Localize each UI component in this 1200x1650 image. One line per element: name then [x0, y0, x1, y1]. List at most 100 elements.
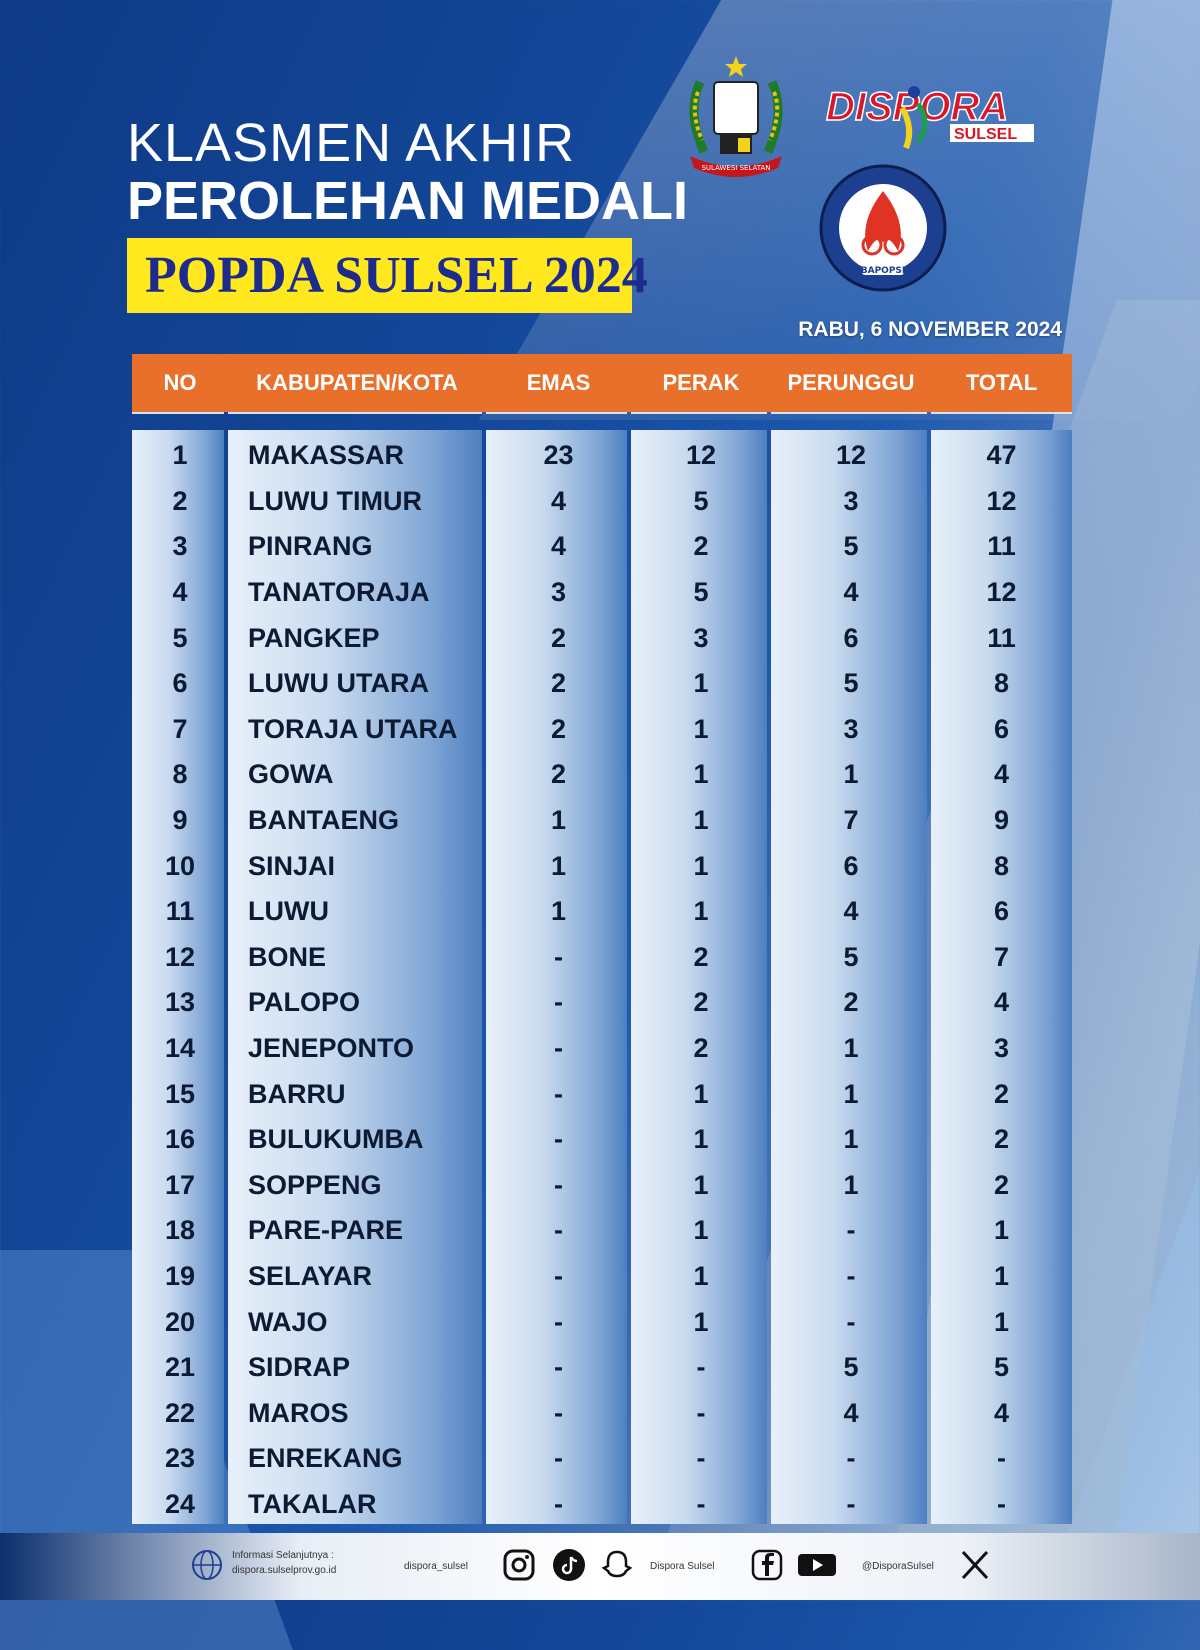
footer-ig-handle[interactable]: dispora_sulsel: [404, 1561, 468, 1572]
snapchat-icon[interactable]: [600, 1548, 634, 1582]
silver-cell: 1: [693, 668, 709, 699]
region-cell: JENEPONTO: [248, 1033, 415, 1064]
total-cell: 4: [993, 987, 1010, 1018]
total-cell: 4: [993, 759, 1010, 790]
region-cell: ENREKANG: [248, 1443, 403, 1474]
footer-info-label: Informasi Selanjutnya :: [232, 1550, 334, 1561]
medal-table-rows: 1 MAKASSAR 23 12 12 47 2 LUWU TIMUR 4 5 3 12 3 PINRAN…: [132, 433, 1072, 1527]
gold-cell: 1: [550, 805, 567, 836]
region-cell: MAROS: [248, 1397, 349, 1428]
date-label: RABU, 6 NOVEMBER 2024: [798, 318, 1062, 341]
total-cell: 1: [993, 1306, 1010, 1337]
region-cell: LUWU UTARA: [248, 668, 429, 699]
table-row: 22 MAROS - - 4 4: [132, 1390, 1072, 1436]
total-cell: 6: [993, 713, 1010, 744]
bronze-cell: 1: [843, 759, 859, 790]
gold-cell: -: [554, 1215, 563, 1246]
col-header-total: TOTAL: [965, 370, 1038, 395]
gold-cell: 4: [550, 531, 567, 562]
footer-website[interactable]: dispora.sulselprov.go.id: [232, 1565, 337, 1576]
table-row: 13 PALOPO - 2 2 4: [132, 980, 1072, 1026]
footer-fb-yt-name[interactable]: Dispora Sulsel: [650, 1561, 715, 1572]
region-cell: LUWU: [248, 896, 329, 927]
region-cell: MAKASSAR: [248, 440, 405, 471]
rank-cell: 3: [172, 531, 188, 562]
region-cell: GOWA: [248, 759, 334, 790]
x-twitter-icon[interactable]: [958, 1548, 992, 1582]
gold-cell: -: [554, 987, 563, 1018]
tiktok-icon[interactable]: [552, 1548, 586, 1582]
gold-cell: -: [554, 1488, 563, 1519]
table-row: 17 SOPPENG - 1 1 2: [132, 1163, 1072, 1209]
gold-cell: 2: [550, 622, 567, 653]
rank-cell: 8: [172, 759, 188, 790]
gold-cell: -: [554, 1124, 563, 1155]
instagram-icon[interactable]: [502, 1548, 536, 1582]
bapopsi-text: BAPOPSI: [861, 266, 906, 276]
silver-cell: -: [696, 1397, 706, 1428]
total-cell: 9: [993, 805, 1010, 836]
region-cell: SIDRAP: [248, 1352, 351, 1383]
table-row: 19 SELAYAR - 1 - 1: [132, 1254, 1072, 1300]
rank-cell: 19: [164, 1260, 196, 1291]
region-cell: PANGKEP: [248, 622, 380, 653]
silver-cell: -: [696, 1443, 706, 1474]
bronze-cell: 12: [835, 440, 867, 471]
youtube-icon[interactable]: [796, 1548, 838, 1582]
gold-cell: -: [554, 1078, 563, 1109]
region-cell: SELAYAR: [248, 1260, 373, 1291]
bronze-cell: 4: [843, 577, 859, 608]
rank-cell: 18: [164, 1215, 196, 1246]
table-row: 6 LUWU UTARA 2 1 5 8: [132, 661, 1072, 707]
gold-cell: -: [554, 1397, 563, 1428]
facebook-icon[interactable]: [750, 1548, 784, 1582]
dispora-logo: DISPORA SULSEL: [825, 84, 1034, 150]
bronze-cell: 2: [843, 987, 859, 1018]
gold-cell: -: [554, 1260, 563, 1291]
gold-cell: 23: [543, 440, 574, 471]
total-cell: 4: [993, 1397, 1010, 1428]
region-cell: PINRANG: [248, 531, 373, 562]
rank-cell: 22: [164, 1397, 196, 1428]
gold-cell: -: [554, 1443, 563, 1474]
silver-cell: 3: [693, 622, 709, 653]
footer-x-handle[interactable]: @DisporaSulsel: [862, 1561, 934, 1572]
rank-cell: 6: [172, 668, 188, 699]
gold-cell: -: [554, 1033, 563, 1064]
col-header-region: KABUPATEN/KOTA: [256, 370, 458, 395]
header-separator: [132, 412, 1072, 432]
rank-cell: 11: [165, 896, 195, 927]
bronze-cell: 4: [843, 896, 859, 927]
table-row: 21 SIDRAP - - 5 5: [132, 1345, 1072, 1391]
total-cell: -: [997, 1488, 1006, 1519]
bronze-cell: 3: [843, 485, 859, 516]
silver-cell: 5: [693, 485, 709, 516]
silver-cell: 1: [693, 1215, 709, 1246]
silver-cell: 1: [693, 1306, 709, 1337]
bronze-cell: 6: [843, 850, 859, 881]
table-row: 2 LUWU TIMUR 4 5 3 12: [132, 479, 1072, 525]
title-line-1: KLASMEN AKHIR: [127, 113, 576, 173]
bronze-cell: -: [846, 1443, 856, 1474]
silver-cell: 5: [693, 577, 709, 608]
bronze-cell: -: [846, 1306, 856, 1337]
table-row: 4 TANATORAJA 3 5 4 12: [132, 570, 1072, 616]
total-cell: 47: [986, 440, 1017, 471]
region-cell: SOPPENG: [248, 1169, 382, 1200]
total-cell: 8: [993, 668, 1010, 699]
bronze-cell: 5: [843, 1352, 859, 1383]
region-cell: TANATORAJA: [248, 577, 430, 608]
total-cell: 11: [987, 531, 1016, 562]
region-cell: WAJO: [248, 1306, 328, 1337]
rank-cell: 9: [172, 805, 188, 836]
total-cell: 12: [986, 485, 1017, 516]
region-cell: TAKALAR: [248, 1488, 377, 1519]
rank-cell: 12: [164, 941, 196, 972]
gold-cell: 1: [550, 896, 567, 927]
rank-cell: 20: [164, 1306, 196, 1337]
table-row: 20 WAJO - 1 - 1: [132, 1299, 1072, 1345]
total-cell: 2: [993, 1078, 1010, 1109]
silver-cell: 1: [693, 850, 709, 881]
region-cell: BULUKUMBA: [248, 1124, 424, 1155]
silver-cell: -: [696, 1352, 706, 1383]
